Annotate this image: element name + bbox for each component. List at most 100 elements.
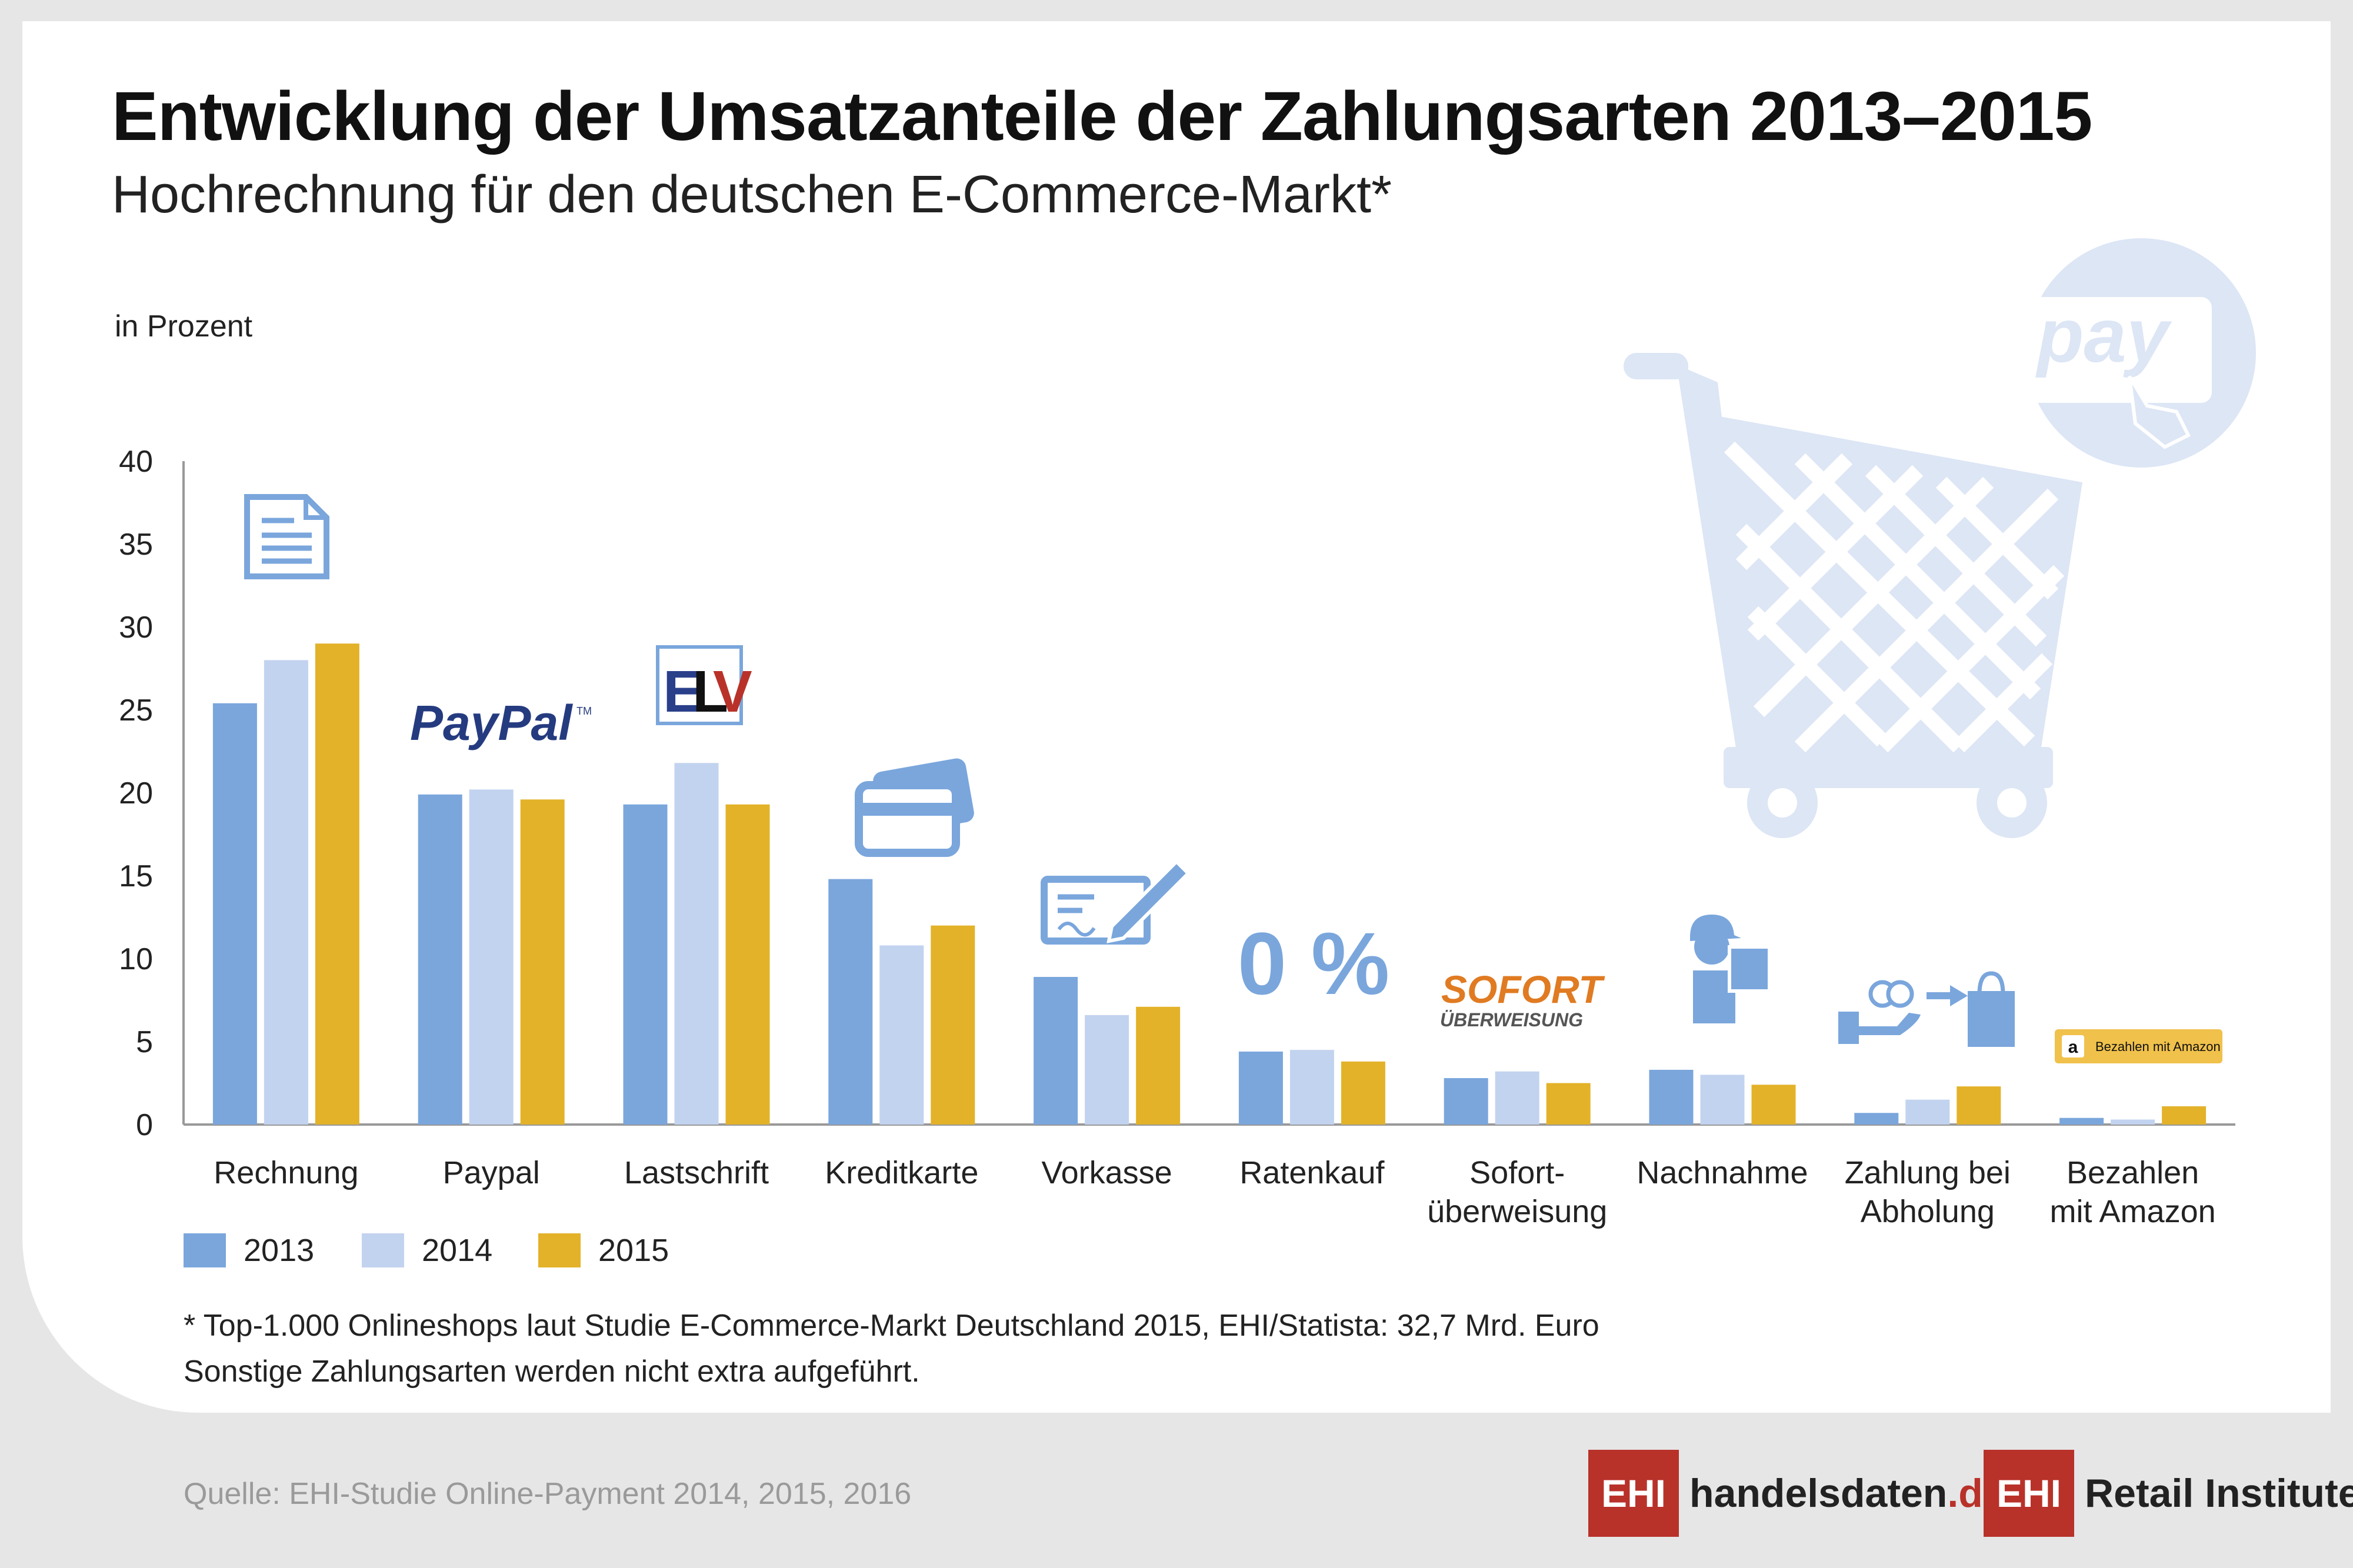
bar-2013 xyxy=(623,804,668,1125)
bar-2013 xyxy=(418,794,462,1125)
pickup-payment-icon xyxy=(1838,971,2015,1047)
elv-logo: E L V xyxy=(656,645,752,725)
bar-2015 xyxy=(1341,1061,1385,1125)
footnote: * Top-1.000 Onlineshops laut Studie E-Co… xyxy=(184,1303,1599,1394)
x-category-label-line: Vorkasse xyxy=(1042,1155,1172,1190)
x-category-label: Zahlung bei Abholung xyxy=(1845,1155,2011,1229)
x-category-label: Sofort-überweisung xyxy=(1427,1155,1607,1229)
bar-2014 xyxy=(879,945,924,1125)
x-category-label-line: Ratenkauf xyxy=(1239,1155,1385,1190)
y-tick-label: 15 xyxy=(119,859,153,893)
bar-2015 xyxy=(1751,1085,1796,1125)
zero-percent-icon: 0 % xyxy=(1238,914,1389,1013)
bar-2014 xyxy=(1085,1015,1129,1125)
y-tick-label: 0 xyxy=(136,1108,153,1142)
sofort-logo: SOFORT ÜBERWEISUNG xyxy=(1440,968,1605,1030)
x-axis-labels: Rechnung Paypal Lastschrift Kreditkarte Vork… xyxy=(214,1155,2215,1229)
legend-swatch-2015 xyxy=(538,1233,581,1267)
footnote-line-2: Sonstige Zahlungsarten werden nicht extr… xyxy=(184,1355,920,1389)
cheque-icon xyxy=(1041,859,1191,945)
legend-swatch-2013 xyxy=(184,1233,226,1267)
bar-2013 xyxy=(2059,1117,2104,1125)
x-category-label-line: Sofort- xyxy=(1469,1155,1565,1190)
legend-label-2013: 2013 xyxy=(244,1233,315,1268)
bar-2014 xyxy=(264,660,308,1125)
bar-2015 xyxy=(520,799,565,1125)
x-category-label: Rechnung xyxy=(214,1155,358,1190)
handelsdaten-logo-text: handelsdaten.de xyxy=(1689,1470,2005,1516)
legend-swatch-2014 xyxy=(362,1233,404,1267)
retail-institute-logo-box: EHI xyxy=(1984,1450,2075,1537)
legend-label-2015: 2015 xyxy=(598,1233,669,1268)
x-category-label-line: überweisung xyxy=(1427,1194,1607,1229)
shopping-cart-icon xyxy=(1624,353,2082,838)
bar-2015 xyxy=(1957,1086,2001,1125)
retail-institute-logo-text: Retail Institute® xyxy=(2085,1470,2353,1516)
x-category-label: Kreditkarte xyxy=(825,1155,978,1190)
x-category-label-line: Lastschrift xyxy=(624,1155,769,1190)
bar-2015 xyxy=(1546,1083,1591,1125)
cart-lattice xyxy=(1724,441,2065,753)
bar-2015 xyxy=(2162,1106,2207,1125)
y-tick-label: 20 xyxy=(119,776,153,810)
x-category-label-line: Rechnung xyxy=(214,1155,358,1190)
x-category-label: Lastschrift xyxy=(624,1155,769,1190)
pay-badge: pay xyxy=(1994,238,2256,468)
paypal-logo-text: PayPal xyxy=(410,695,573,750)
bars xyxy=(212,643,2207,1125)
bar-2015 xyxy=(1136,1006,1181,1125)
bar-2015 xyxy=(931,925,975,1125)
bar-2013 xyxy=(828,879,873,1125)
bar-2015 xyxy=(315,643,359,1125)
svg-text:a: a xyxy=(2068,1037,2078,1057)
x-category-label: Bezahlen mit Amazon xyxy=(2050,1155,2216,1229)
bar-2013 xyxy=(1854,1113,1899,1125)
y-axis-unit-label: in Prozent xyxy=(115,309,253,343)
bar-2013 xyxy=(212,703,257,1125)
chart-subtitle: Hochrechnung für den deutschen E-Commerc… xyxy=(112,165,1392,224)
footnote-line-1: * Top-1.000 Onlineshops laut Studie E-Co… xyxy=(184,1309,1599,1343)
paypal-tm: TM xyxy=(576,705,592,717)
paypal-logo: PayPal TM xyxy=(410,695,592,750)
bar-2014 xyxy=(674,763,719,1125)
cart-wheel-left-hub xyxy=(1768,788,1797,818)
handelsdaten-logo-box: EHI xyxy=(1588,1450,1679,1537)
amazon-pay-badge-text: Bezahlen mit Amazon xyxy=(2095,1039,2221,1054)
legend-item-2015: 2015 xyxy=(538,1232,669,1269)
x-category-label-line: Bezahlen xyxy=(2067,1155,2199,1190)
legend-item-2013: 2013 xyxy=(184,1232,314,1269)
x-category-label: Ratenkauf xyxy=(1239,1155,1385,1190)
legend-label-2014: 2014 xyxy=(422,1233,493,1268)
x-category-label: Vorkasse xyxy=(1042,1155,1172,1190)
handelsdaten-logo: EHI handelsdaten.de xyxy=(1588,1450,2005,1537)
y-tick-label: 5 xyxy=(136,1025,153,1059)
elv-letter-v: V xyxy=(713,659,752,725)
elv-letter-e: E xyxy=(663,659,702,725)
retail-institute-name: Retail Institute xyxy=(2085,1471,2353,1516)
y-tick-label: 35 xyxy=(119,528,153,562)
sofort-logo-subtext: ÜBERWEISUNG xyxy=(1440,1009,1583,1030)
y-tick-label: 25 xyxy=(119,693,153,728)
bar-2014 xyxy=(2111,1119,2155,1125)
cart-handle xyxy=(1624,353,1688,379)
cart-wheel-right-hub xyxy=(1997,788,2027,818)
x-category-label: Paypal xyxy=(443,1155,540,1190)
y-tick-label: 40 xyxy=(119,445,153,479)
x-category-label: Nachnahme xyxy=(1637,1155,1808,1190)
elv-letter-l: L xyxy=(692,659,728,725)
x-category-label-line: Kreditkarte xyxy=(825,1155,978,1190)
y-tick-label: 30 xyxy=(119,610,153,645)
bar-2013 xyxy=(1444,1078,1488,1125)
document-icon xyxy=(244,494,329,579)
bar-2013 xyxy=(1034,977,1078,1125)
bar-2014 xyxy=(1905,1099,1950,1125)
legend-item-2014: 2014 xyxy=(362,1232,492,1269)
bar-2014 xyxy=(469,789,514,1125)
retail-institute-logo: EHI Retail Institute® xyxy=(1984,1450,2353,1537)
x-category-label-line: Nachnahme xyxy=(1637,1155,1808,1190)
amazon-pay-badge: a Bezahlen mit Amazon xyxy=(2055,1029,2222,1063)
chart-title: Entwicklung der Umsatzanteile der Zahlun… xyxy=(112,78,2092,155)
bar-2014 xyxy=(1495,1071,1539,1125)
source-note: Quelle: EHI-Studie Online-Payment 2014, … xyxy=(184,1477,912,1511)
